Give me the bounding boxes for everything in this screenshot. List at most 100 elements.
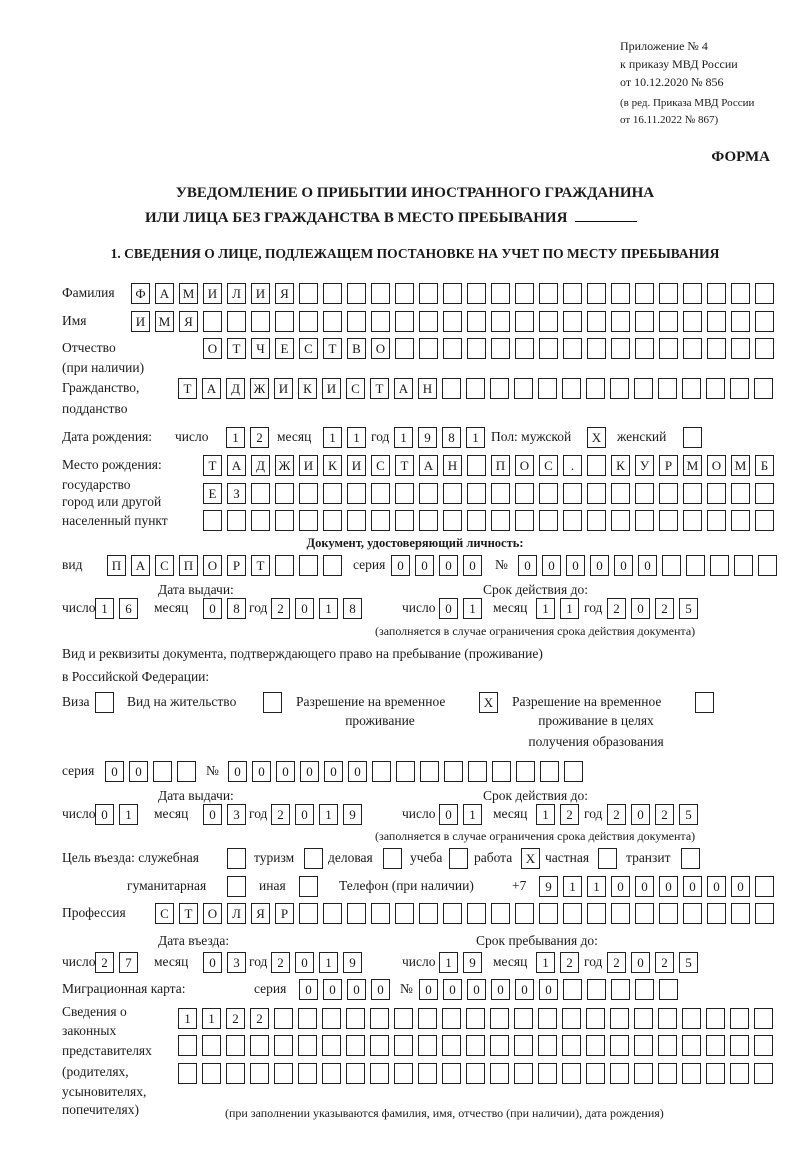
- char-box[interactable]: 2: [271, 598, 290, 619]
- char-box[interactable]: Ж: [250, 378, 269, 399]
- char-box[interactable]: 1: [536, 598, 555, 619]
- char-box[interactable]: 5: [679, 952, 698, 973]
- char-box[interactable]: 0: [415, 555, 434, 576]
- char-box[interactable]: 0: [295, 598, 314, 619]
- char-box[interactable]: [443, 311, 462, 332]
- char-box[interactable]: [418, 1063, 437, 1084]
- char-box[interactable]: [347, 510, 366, 531]
- char-box[interactable]: [323, 283, 342, 304]
- char-box[interactable]: [275, 483, 294, 504]
- char-box[interactable]: [562, 1008, 581, 1029]
- char-box[interactable]: 1: [536, 804, 555, 825]
- char-box[interactable]: 1: [226, 427, 245, 448]
- char-box[interactable]: [418, 1008, 437, 1029]
- char-box[interactable]: [263, 692, 282, 713]
- char-box[interactable]: Д: [226, 378, 245, 399]
- char-box[interactable]: [394, 1063, 413, 1084]
- char-box[interactable]: 1: [202, 1008, 221, 1029]
- char-box[interactable]: [539, 311, 558, 332]
- char-box[interactable]: 0: [347, 979, 366, 1000]
- char-box[interactable]: 2: [271, 804, 290, 825]
- char-box[interactable]: [491, 338, 510, 359]
- char-box[interactable]: Т: [323, 338, 342, 359]
- char-box[interactable]: [323, 510, 342, 531]
- char-box[interactable]: 0: [391, 555, 410, 576]
- char-box[interactable]: [515, 483, 534, 504]
- char-box[interactable]: [298, 1008, 317, 1029]
- char-box[interactable]: 1: [319, 598, 338, 619]
- char-box[interactable]: [634, 1008, 653, 1029]
- char-box[interactable]: [491, 483, 510, 504]
- char-box[interactable]: [562, 378, 581, 399]
- char-box[interactable]: [203, 510, 222, 531]
- char-box[interactable]: 0: [631, 952, 650, 973]
- char-box[interactable]: 1: [463, 804, 482, 825]
- char-box[interactable]: 0: [252, 761, 271, 782]
- char-box[interactable]: [298, 1063, 317, 1084]
- char-box[interactable]: 0: [348, 761, 367, 782]
- char-box[interactable]: [515, 338, 534, 359]
- char-box[interactable]: В: [347, 338, 366, 359]
- char-box[interactable]: [467, 903, 486, 924]
- char-box[interactable]: [443, 510, 462, 531]
- char-box[interactable]: [442, 1035, 461, 1056]
- char-box[interactable]: 1: [536, 952, 555, 973]
- char-box[interactable]: [686, 555, 705, 576]
- char-box[interactable]: [449, 848, 468, 869]
- char-box[interactable]: Т: [203, 455, 222, 476]
- char-box[interactable]: [250, 1063, 269, 1084]
- char-box[interactable]: [346, 1063, 365, 1084]
- char-box[interactable]: 0: [631, 598, 650, 619]
- char-box[interactable]: [467, 483, 486, 504]
- char-box[interactable]: С: [539, 455, 558, 476]
- char-box[interactable]: [346, 1008, 365, 1029]
- char-box[interactable]: [587, 338, 606, 359]
- char-box[interactable]: О: [203, 338, 222, 359]
- char-box[interactable]: [442, 378, 461, 399]
- char-box[interactable]: 0: [276, 761, 295, 782]
- char-box[interactable]: [610, 1008, 629, 1029]
- char-box[interactable]: [755, 903, 774, 924]
- char-box[interactable]: Т: [227, 338, 246, 359]
- char-box[interactable]: [299, 483, 318, 504]
- char-box[interactable]: [658, 1063, 677, 1084]
- char-box[interactable]: [635, 510, 654, 531]
- char-box[interactable]: 0: [518, 555, 537, 576]
- char-box[interactable]: 1: [463, 598, 482, 619]
- char-box[interactable]: [491, 311, 510, 332]
- char-box[interactable]: [587, 311, 606, 332]
- char-box[interactable]: 2: [95, 952, 114, 973]
- char-box[interactable]: 5: [679, 804, 698, 825]
- char-box[interactable]: 2: [607, 952, 626, 973]
- char-box[interactable]: 0: [590, 555, 609, 576]
- char-box[interactable]: А: [155, 283, 174, 304]
- char-box[interactable]: [695, 692, 714, 713]
- char-box[interactable]: 2: [655, 598, 674, 619]
- char-box[interactable]: [658, 1008, 677, 1029]
- char-box[interactable]: 0: [371, 979, 390, 1000]
- char-box[interactable]: [662, 555, 681, 576]
- char-box[interactable]: А: [202, 378, 221, 399]
- char-box[interactable]: [611, 311, 630, 332]
- char-box[interactable]: 9: [539, 876, 558, 897]
- char-box[interactable]: [226, 1063, 245, 1084]
- char-box[interactable]: М: [155, 311, 174, 332]
- char-box[interactable]: [598, 848, 617, 869]
- char-box[interactable]: [683, 427, 702, 448]
- char-box[interactable]: П: [179, 555, 198, 576]
- char-box[interactable]: Е: [203, 483, 222, 504]
- char-box[interactable]: [514, 378, 533, 399]
- char-box[interactable]: X: [521, 848, 540, 869]
- char-box[interactable]: М: [731, 455, 750, 476]
- char-box[interactable]: 0: [419, 979, 438, 1000]
- char-box[interactable]: X: [479, 692, 498, 713]
- char-box[interactable]: [202, 1063, 221, 1084]
- char-box[interactable]: [707, 338, 726, 359]
- char-box[interactable]: [227, 311, 246, 332]
- char-box[interactable]: [706, 1008, 725, 1029]
- char-box[interactable]: [710, 555, 729, 576]
- char-box[interactable]: 6: [119, 598, 138, 619]
- char-box[interactable]: [659, 311, 678, 332]
- char-box[interactable]: [299, 876, 318, 897]
- char-box[interactable]: О: [203, 903, 222, 924]
